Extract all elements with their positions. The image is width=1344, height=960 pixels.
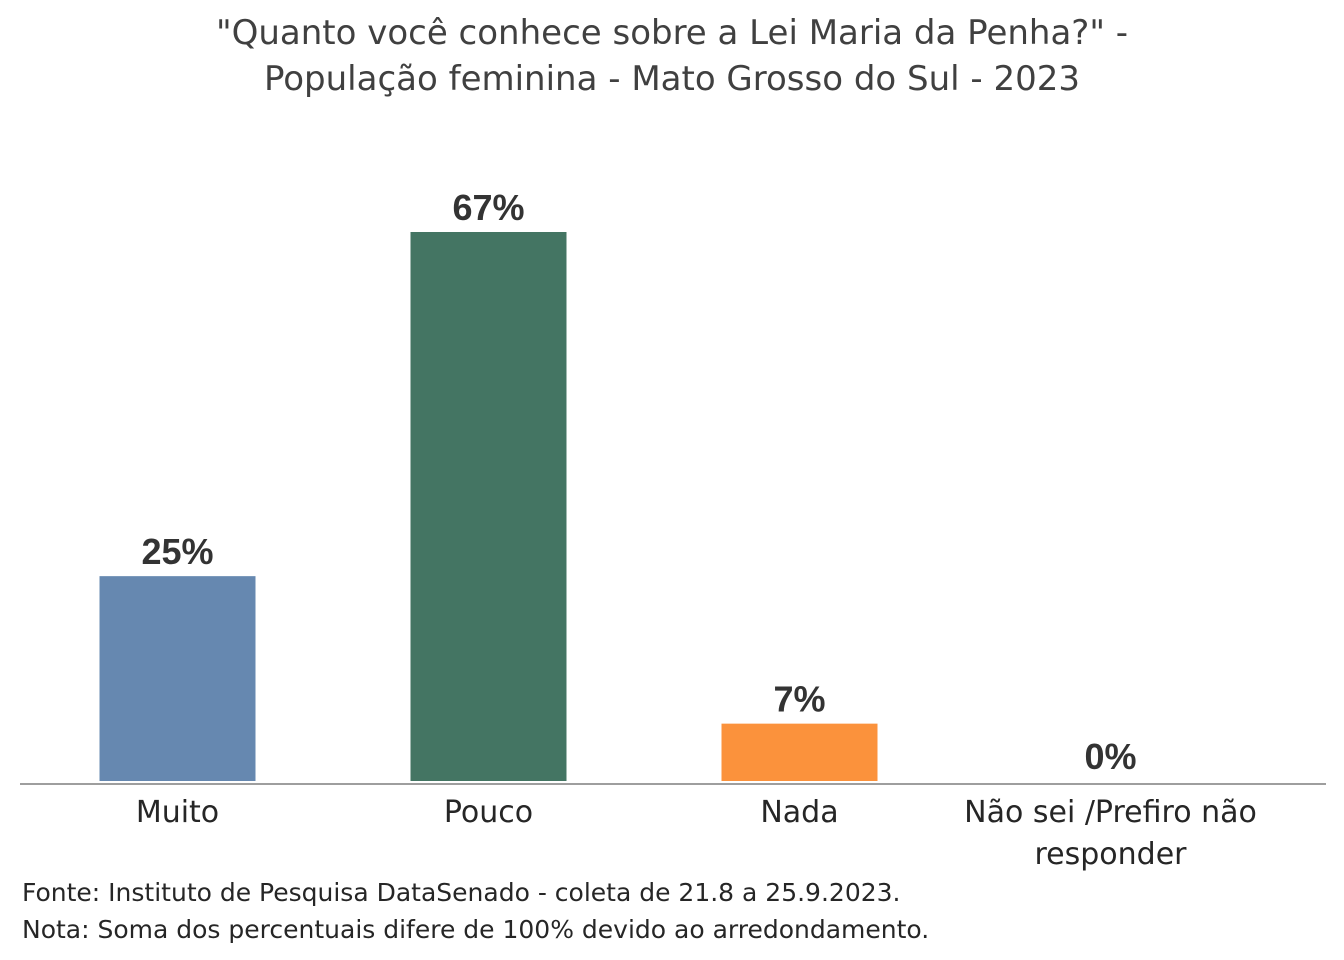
- chart-title-line-2: População feminina - Mato Grosso do Sul …: [263, 59, 1081, 99]
- x-tick-label-nada: Nada: [760, 795, 838, 830]
- footnotes: Fonte: Instituto de Pesquisa DataSenado …: [22, 874, 929, 948]
- x-tick-label-muito: Muito: [136, 795, 219, 830]
- x-tick-label-nao-sei-prefiro-nao-responder: Não sei /Prefiro não responder: [964, 795, 1257, 872]
- bar-pouco: [410, 232, 567, 781]
- x-tick-labels-group: Muito Pouco Nada Não sei /Prefiro não respon…: [136, 795, 1257, 872]
- data-label-pouco: 67%: [452, 187, 524, 228]
- x-tick-label-line: Muito: [136, 795, 219, 830]
- data-label-nao-sei-prefiro-nao-responder: 0%: [1084, 736, 1136, 777]
- rounding-note: Nota: Soma dos percentuais difere de 100…: [22, 915, 930, 944]
- bars-group: [99, 232, 878, 781]
- x-tick-label-line: Não sei /Prefiro não: [964, 795, 1257, 830]
- x-tick-label-line: Pouco: [444, 795, 533, 830]
- data-labels-group: 25% 67% 7% 0%: [141, 187, 1136, 777]
- bar-muito: [99, 576, 256, 781]
- data-label-muito: 25%: [141, 531, 213, 572]
- chart-title: "Quanto você conhece sobre a Lei Maria d…: [0, 10, 1344, 102]
- bar-nada: [721, 723, 878, 781]
- data-label-nada: 7%: [773, 679, 825, 720]
- chart-title-line-1: "Quanto você conhece sobre a Lei Maria d…: [215, 13, 1129, 53]
- x-tick-label-line: responder: [1034, 837, 1187, 872]
- x-tick-label-line: Nada: [760, 795, 838, 830]
- x-tick-label-pouco: Pouco: [444, 795, 533, 830]
- source-note: Fonte: Instituto de Pesquisa DataSenado …: [22, 878, 901, 907]
